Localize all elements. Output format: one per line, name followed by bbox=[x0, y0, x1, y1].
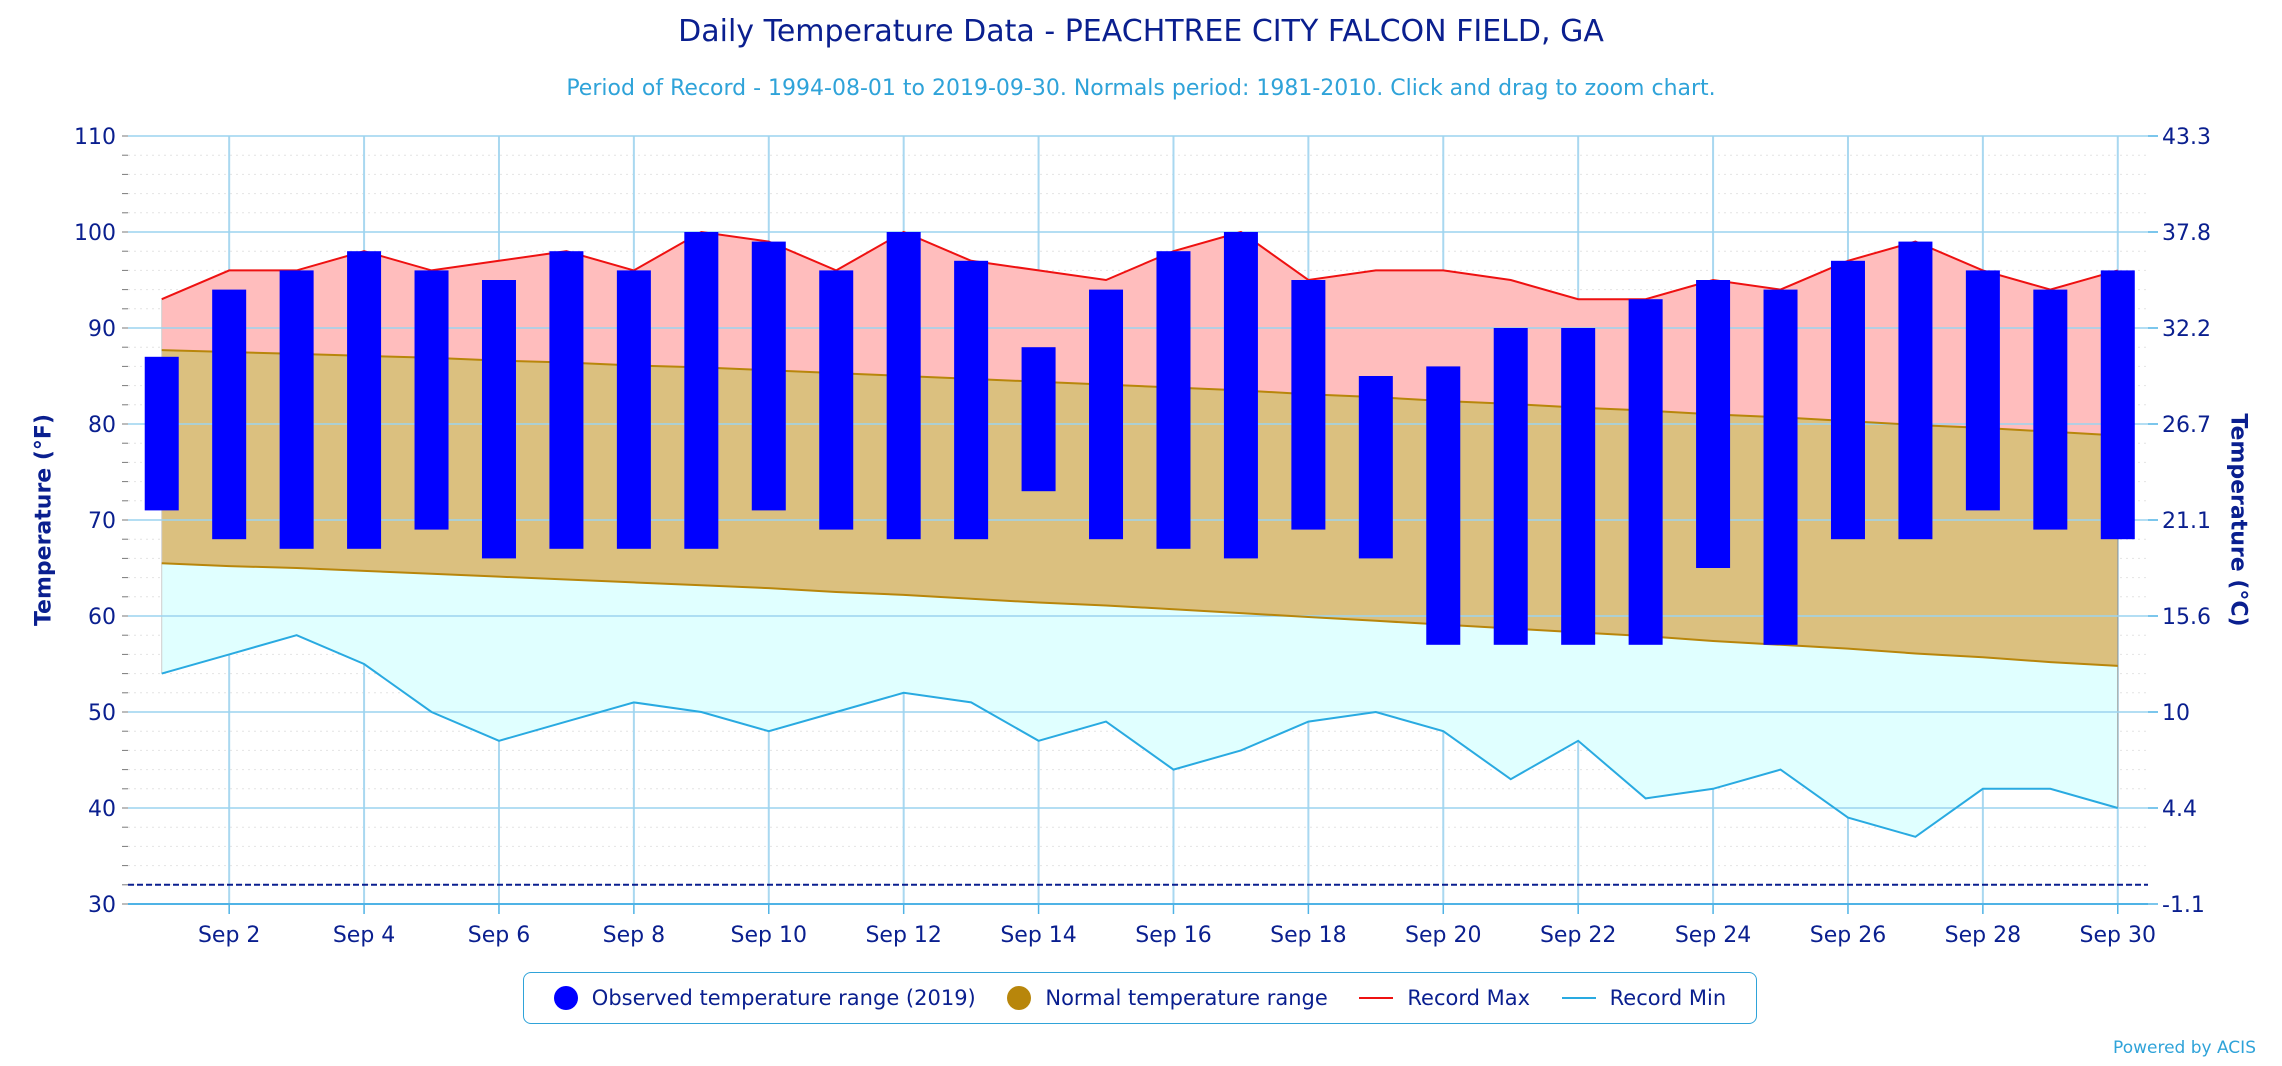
y-tick-label-right: 10 bbox=[2162, 701, 2190, 726]
legend-item-record-max[interactable]: Record Max bbox=[1359, 986, 1530, 1010]
observed-bar[interactable] bbox=[2100, 270, 2135, 540]
observed-bar[interactable] bbox=[414, 270, 449, 530]
observed-bar[interactable] bbox=[886, 232, 921, 540]
y-tick-label-right: 43.3 bbox=[2162, 125, 2211, 150]
observed-bar[interactable] bbox=[1223, 232, 1258, 559]
powered-by-credit[interactable]: Powered by ACIS bbox=[2113, 1038, 2256, 1058]
x-tick-label: Sep 16 bbox=[1135, 923, 1211, 948]
y-axis-label-celsius: Temperature (°C) bbox=[2225, 413, 2251, 627]
legend-item-observed[interactable]: Observed temperature range (2019) bbox=[553, 986, 976, 1010]
x-tick-label: Sep 8 bbox=[603, 923, 665, 948]
normal-low-line bbox=[161, 562, 2118, 667]
legend-label-normal: Normal temperature range bbox=[1045, 986, 1328, 1010]
chart-legend[interactable]: Observed temperature range (2019) Normal… bbox=[523, 972, 1757, 1024]
y-tick-label-left: 70 bbox=[88, 509, 116, 534]
y-tick-label-left: 100 bbox=[74, 221, 116, 246]
x-tick-label: Sep 30 bbox=[2080, 923, 2156, 948]
observed-bar[interactable] bbox=[616, 270, 651, 549]
y-tick-label-left: 90 bbox=[88, 317, 116, 342]
record-max-swatch-icon bbox=[1359, 997, 1394, 999]
observed-bar[interactable] bbox=[279, 270, 314, 549]
observed-bar[interactable] bbox=[2033, 289, 2068, 530]
y-tick-label-right: 37.8 bbox=[2162, 221, 2211, 246]
observed-bar[interactable] bbox=[212, 289, 247, 540]
y-tick-label-right: 4.4 bbox=[2162, 797, 2197, 822]
x-tick-label: Sep 4 bbox=[333, 923, 395, 948]
record-min-line bbox=[161, 634, 2119, 838]
observed-bar[interactable] bbox=[144, 356, 179, 511]
y-tick-label-left: 110 bbox=[74, 125, 116, 150]
observed-bars[interactable] bbox=[144, 232, 2135, 645]
y-axis-label-fahrenheit: Temperature (°F) bbox=[31, 413, 57, 627]
x-tick-label: Sep 14 bbox=[1000, 923, 1076, 948]
observed-bar[interactable] bbox=[684, 232, 719, 549]
y-tick-label-right: -1.1 bbox=[2162, 893, 2205, 918]
x-tick-label: Sep 26 bbox=[1810, 923, 1886, 948]
observed-bar[interactable] bbox=[347, 251, 382, 549]
observed-bar[interactable] bbox=[751, 241, 786, 511]
y-tick-label-left: 50 bbox=[88, 701, 116, 726]
x-tick-label: Sep 12 bbox=[865, 923, 941, 948]
record-min-band bbox=[161, 563, 2118, 837]
observed-bar[interactable] bbox=[549, 251, 584, 549]
x-tick-label: Sep 24 bbox=[1675, 923, 1751, 948]
legend-label-record-min: Record Min bbox=[1609, 986, 1727, 1010]
observed-swatch-icon bbox=[553, 986, 578, 1010]
observed-bar[interactable] bbox=[954, 260, 989, 540]
record-max-line bbox=[161, 230, 2119, 301]
observed-bar[interactable] bbox=[1830, 260, 1865, 540]
observed-bar[interactable] bbox=[819, 270, 854, 530]
axis-layer: 30 -1.1 40 4.4 50 10 60 15.6 70 21.1 80 26.7 90 32.2 1… bbox=[74, 125, 2211, 948]
x-tick-label: Sep 28 bbox=[1945, 923, 2021, 948]
y-tick-label-right: 26.7 bbox=[2162, 413, 2211, 438]
chart-subtitle: Period of Record - 1994-08-01 to 2019-09… bbox=[566, 76, 1716, 101]
x-tick-label: Sep 10 bbox=[731, 923, 807, 948]
chart-title: Daily Temperature Data - PEACHTREE CITY … bbox=[678, 14, 1604, 49]
observed-bar[interactable] bbox=[1493, 328, 1528, 645]
y-tick-label-right: 15.6 bbox=[2162, 605, 2211, 630]
observed-bar[interactable] bbox=[1898, 241, 1933, 540]
legend-item-record-min[interactable]: Record Min bbox=[1561, 986, 1727, 1010]
y-tick-label-right: 32.2 bbox=[2162, 317, 2211, 342]
observed-bar[interactable] bbox=[1628, 299, 1663, 645]
normal-swatch-icon bbox=[1007, 986, 1032, 1010]
legend-item-normal[interactable]: Normal temperature range bbox=[1007, 986, 1328, 1010]
observed-bar[interactable] bbox=[1156, 251, 1191, 549]
observed-bar[interactable] bbox=[1358, 376, 1393, 559]
observed-bar[interactable] bbox=[1089, 289, 1124, 540]
x-tick-label: Sep 18 bbox=[1270, 923, 1346, 948]
x-tick-label: Sep 2 bbox=[198, 923, 260, 948]
x-tick-label: Sep 20 bbox=[1405, 923, 1481, 948]
legend-label-record-max: Record Max bbox=[1407, 986, 1531, 1010]
observed-bar[interactable] bbox=[1696, 280, 1731, 568]
observed-bar[interactable] bbox=[1021, 347, 1056, 492]
observed-bar[interactable] bbox=[481, 280, 516, 559]
observed-bar[interactable] bbox=[1561, 328, 1596, 645]
observed-bar[interactable] bbox=[1291, 280, 1326, 530]
y-tick-label-right: 21.1 bbox=[2162, 509, 2211, 534]
observed-bar[interactable] bbox=[1763, 289, 1798, 645]
y-tick-label-left: 80 bbox=[88, 413, 116, 438]
y-tick-label-left: 30 bbox=[88, 893, 116, 918]
y-tick-label-left: 40 bbox=[88, 797, 116, 822]
observed-bar[interactable] bbox=[1426, 366, 1461, 645]
observed-bar[interactable] bbox=[1965, 270, 2000, 511]
x-tick-label: Sep 22 bbox=[1540, 923, 1616, 948]
y-tick-label-left: 60 bbox=[88, 605, 116, 630]
record-min-swatch-icon bbox=[1561, 997, 1596, 999]
x-tick-label: Sep 6 bbox=[468, 923, 530, 948]
legend-label-observed: Observed temperature range (2019) bbox=[591, 986, 976, 1010]
